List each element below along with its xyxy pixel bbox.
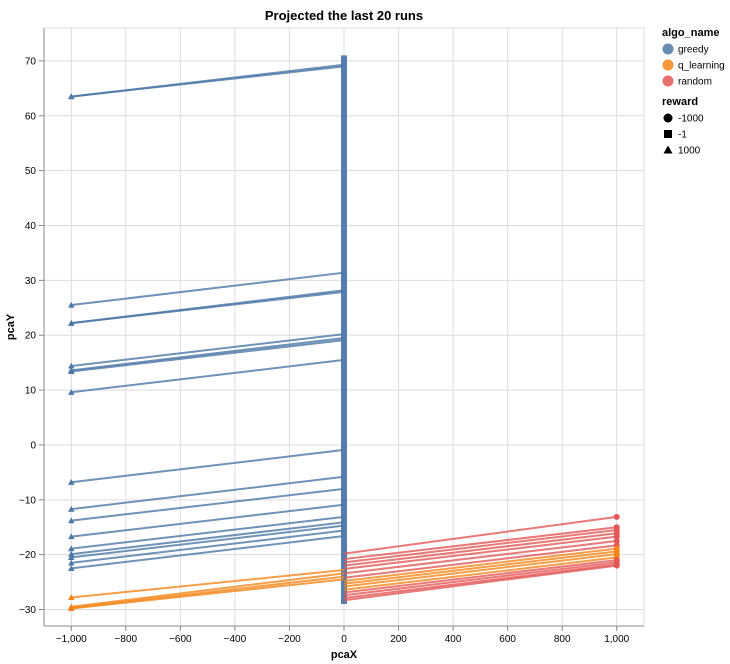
x-tick-label: 0 xyxy=(341,634,347,645)
series-line-greedy xyxy=(71,515,345,550)
marker-circle-random xyxy=(613,513,620,520)
x-tick-label: 200 xyxy=(390,634,407,645)
legend-shape-triangle xyxy=(663,145,673,154)
series-line-greedy xyxy=(71,524,345,559)
y-tick-label: 60 xyxy=(25,111,37,122)
legend-shape-label: -1 xyxy=(678,130,687,141)
marker-circle-random xyxy=(613,537,620,544)
y-tick-label: 10 xyxy=(25,386,37,397)
x-tick-label: −600 xyxy=(169,634,192,645)
series-line-random xyxy=(343,563,617,600)
series-line-random xyxy=(343,564,617,602)
series-line-random xyxy=(343,561,617,597)
marker-triangle-greedy xyxy=(68,93,75,100)
y-tick-label: −20 xyxy=(19,550,36,561)
marker-triangle-greedy xyxy=(68,362,75,369)
series-line-random xyxy=(343,528,617,564)
series-line-greedy xyxy=(71,333,345,367)
x-tick-label: −200 xyxy=(278,634,301,645)
series-line-random xyxy=(343,526,617,561)
marker-triangle-greedy xyxy=(68,545,75,552)
x-tick-label: −800 xyxy=(115,634,138,645)
legend-shape-label: -1000 xyxy=(678,114,704,125)
y-tick-label: 0 xyxy=(30,440,36,451)
y-tick-label: −30 xyxy=(19,605,36,616)
marker-triangle-greedy xyxy=(68,479,75,485)
series-line-q_learning xyxy=(71,578,345,610)
legend-color-title: algo_name xyxy=(662,27,719,39)
series-line-random xyxy=(343,539,617,575)
x-tick-label: 800 xyxy=(554,634,571,645)
series-line-random xyxy=(343,515,617,555)
y-tick-label: 30 xyxy=(25,276,37,287)
x-tick-label: 400 xyxy=(445,634,462,645)
series-line-greedy xyxy=(71,475,345,511)
y-axis-title: pcaY xyxy=(5,313,17,340)
series-line-greedy xyxy=(71,65,345,98)
legend-color-label-q_learning: q_learning xyxy=(678,61,725,72)
marker-triangle-greedy xyxy=(68,389,75,395)
series-line-greedy xyxy=(71,290,345,325)
x-tick-label: −400 xyxy=(224,634,247,645)
marker-triangle-q_learning xyxy=(68,594,75,601)
marker-triangle-greedy xyxy=(68,533,75,540)
series-line-greedy xyxy=(71,529,345,564)
series-line-q_learning xyxy=(343,547,617,583)
marker-triangle-greedy xyxy=(68,550,75,557)
x-tick-label: −1,000 xyxy=(56,634,87,645)
legend-color-swatch-q_learning xyxy=(662,59,674,71)
series-line-random xyxy=(343,559,617,594)
marker-circle-random xyxy=(613,562,620,569)
chart-title: Projected the last 20 runs xyxy=(265,8,423,23)
series-line-greedy xyxy=(71,535,345,570)
axes: −1,000 −800 −600 −400 −200 0 200 400 600 800 1,000… xyxy=(19,28,644,645)
series-line-random xyxy=(343,544,617,579)
legend-color-label-random: random xyxy=(678,77,712,88)
series-line-greedy xyxy=(71,487,345,522)
series-line-q_learning xyxy=(343,553,617,588)
legend-color-swatch-greedy xyxy=(662,43,674,55)
marker-triangle-q_learning xyxy=(68,605,75,612)
y-tick-label: −10 xyxy=(19,495,36,506)
marker-triangle-greedy xyxy=(68,554,75,560)
legend-shape-square xyxy=(664,130,672,138)
x-tick-label: 600 xyxy=(499,634,516,645)
legend-shape-circle xyxy=(663,113,673,123)
marker-triangle-greedy xyxy=(68,559,75,566)
legend-shape-label: 1000 xyxy=(678,146,701,157)
series-line-q_learning xyxy=(343,556,617,591)
series-line-random xyxy=(343,535,617,570)
series-line-greedy xyxy=(71,448,345,484)
x-tick-label: 1,000 xyxy=(604,634,629,645)
y-tick-label: 50 xyxy=(25,166,37,177)
y-tick-label: 20 xyxy=(25,331,37,342)
marker-triangle-greedy xyxy=(68,319,75,326)
data-marks xyxy=(68,55,620,612)
series-line-greedy xyxy=(71,358,345,394)
y-tick-label: 70 xyxy=(25,56,37,67)
series-line-q_learning xyxy=(71,572,345,608)
series-line-greedy xyxy=(71,521,345,556)
series-line-q_learning xyxy=(71,569,345,599)
legend-color-swatch-random xyxy=(662,75,674,87)
marker-triangle-greedy xyxy=(68,368,75,374)
y-tick-label: 40 xyxy=(25,221,37,232)
series-line-greedy xyxy=(71,339,345,373)
series-line-random xyxy=(343,532,617,567)
series-line-q_learning xyxy=(343,550,617,585)
marker-triangle-greedy xyxy=(68,517,75,524)
series-line-greedy xyxy=(71,503,345,538)
x-axis-title: pcaX xyxy=(331,649,358,661)
marker-triangle-greedy xyxy=(68,301,75,308)
marker-circle-random xyxy=(613,533,620,540)
series-line-greedy xyxy=(71,336,345,372)
marker-triangle-greedy xyxy=(68,505,75,512)
series-line-greedy xyxy=(71,271,345,307)
legend-color-label-greedy: greedy xyxy=(678,45,709,56)
legend-shape-title: reward xyxy=(662,96,698,108)
marker-triangle-greedy xyxy=(68,565,75,571)
